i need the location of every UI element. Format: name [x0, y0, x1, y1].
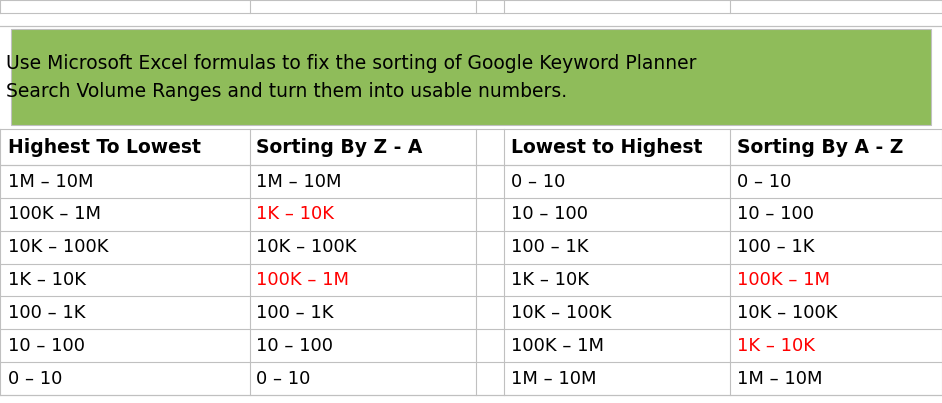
Text: 100 – 1K: 100 – 1K: [737, 238, 814, 256]
Text: 100K – 1M: 100K – 1M: [737, 271, 830, 289]
Text: 10 – 100: 10 – 100: [256, 337, 333, 355]
Text: 1M – 10M: 1M – 10M: [511, 370, 596, 388]
Text: 100K – 1M: 100K – 1M: [511, 337, 604, 355]
Text: 1K – 10K: 1K – 10K: [256, 206, 334, 223]
Text: 100 – 1K: 100 – 1K: [511, 238, 588, 256]
Text: 1M – 10M: 1M – 10M: [737, 370, 822, 388]
Text: 1K – 10K: 1K – 10K: [8, 271, 86, 289]
Text: 10K – 100K: 10K – 100K: [737, 304, 837, 322]
Text: 100K – 1M: 100K – 1M: [256, 271, 349, 289]
FancyBboxPatch shape: [11, 29, 931, 125]
Text: 1M – 10M: 1M – 10M: [256, 172, 342, 191]
Text: Sorting By Z - A: Sorting By Z - A: [256, 137, 423, 157]
Text: 0 – 10: 0 – 10: [8, 370, 62, 388]
Text: Use Microsoft Excel formulas to fix the sorting of Google Keyword Planner
Search: Use Microsoft Excel formulas to fix the …: [6, 54, 696, 101]
Text: 100 – 1K: 100 – 1K: [256, 304, 333, 322]
Text: Lowest to Highest: Lowest to Highest: [511, 137, 702, 157]
Text: 10K – 100K: 10K – 100K: [511, 304, 611, 322]
Text: 100K – 1M: 100K – 1M: [8, 206, 101, 223]
Text: 10 – 100: 10 – 100: [737, 206, 814, 223]
Text: 10 – 100: 10 – 100: [511, 206, 588, 223]
Text: 10 – 100: 10 – 100: [8, 337, 85, 355]
Text: Sorting By A - Z: Sorting By A - Z: [737, 137, 903, 157]
Text: 100 – 1K: 100 – 1K: [8, 304, 85, 322]
Text: 1K – 10K: 1K – 10K: [511, 271, 589, 289]
Text: 10K – 100K: 10K – 100K: [256, 238, 357, 256]
Text: 1M – 10M: 1M – 10M: [8, 172, 93, 191]
Text: Highest To Lowest: Highest To Lowest: [8, 137, 201, 157]
Text: 1K – 10K: 1K – 10K: [737, 337, 815, 355]
Text: 0 – 10: 0 – 10: [511, 172, 565, 191]
Text: 0 – 10: 0 – 10: [256, 370, 311, 388]
Text: 10K – 100K: 10K – 100K: [8, 238, 108, 256]
Text: 0 – 10: 0 – 10: [737, 172, 791, 191]
